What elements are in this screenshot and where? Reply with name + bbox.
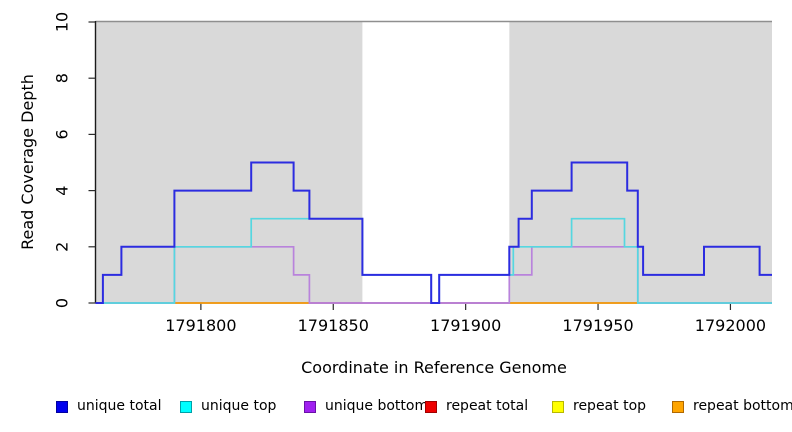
y-tick-label: 2 [53,242,72,252]
y-tick-label: 4 [53,186,72,196]
x-axis-title: Coordinate in Reference Genome [301,358,567,377]
x-tick-label: 1792000 [695,316,766,335]
y-axis-title: Read Coverage Depth [18,74,37,250]
y-tick-label: 0 [53,298,72,308]
series-line-unique-total [95,161,772,304]
shaded-region [509,22,772,303]
x-tick-label: 1791900 [430,316,501,335]
x-tick-label: 1791950 [562,316,633,335]
y-tick-label: 10 [53,12,72,32]
shaded-region [95,22,363,303]
y-tick-label: 8 [53,73,72,83]
x-tick-label: 1791850 [298,316,369,335]
x-tick-label: 1791800 [165,316,236,335]
y-tick-label: 6 [53,129,72,139]
